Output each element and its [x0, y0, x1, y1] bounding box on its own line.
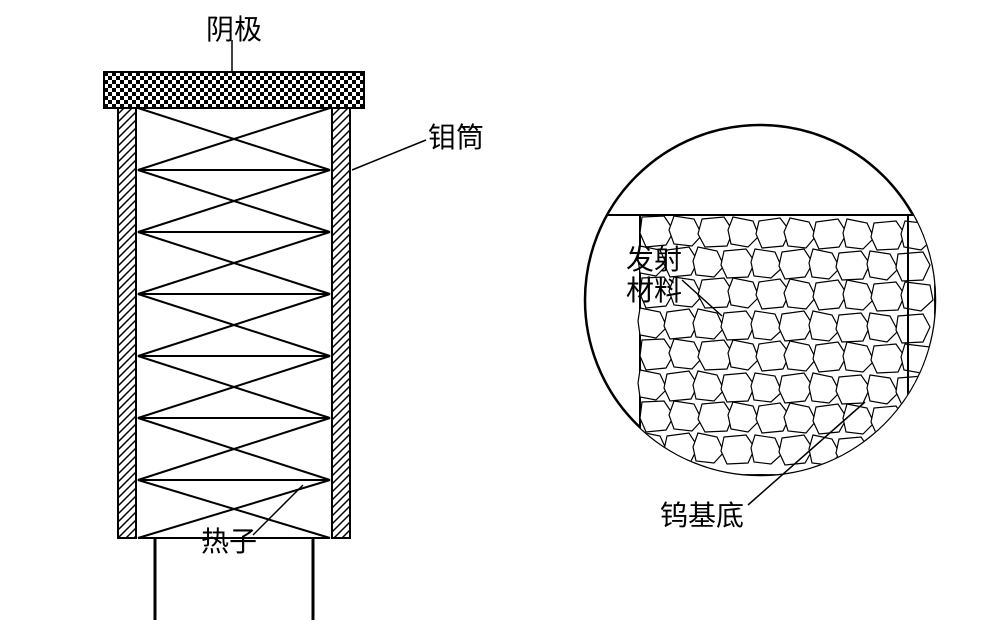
diagram-canvas: 阴极 钼筒 热子 发射 材料 钨基底	[0, 0, 1000, 626]
label-emitter-l2: 材料	[626, 277, 682, 308]
left-assembly-svg	[0, 0, 1000, 626]
label-emitter: 发射 材料	[626, 246, 682, 308]
label-heater: 热子	[201, 520, 257, 560]
label-emitter-l1: 发射	[626, 246, 682, 277]
heater-coil	[138, 108, 330, 538]
label-cathode: 阴极	[206, 8, 262, 48]
mo-tube-wall-left	[118, 108, 136, 538]
leader-mo-tube	[352, 140, 426, 170]
mo-tube-wall-right	[332, 108, 350, 538]
label-mo-tube: 钼筒	[428, 116, 484, 156]
cathode-cap	[104, 72, 364, 108]
label-w-base: 钨基底	[660, 494, 744, 534]
